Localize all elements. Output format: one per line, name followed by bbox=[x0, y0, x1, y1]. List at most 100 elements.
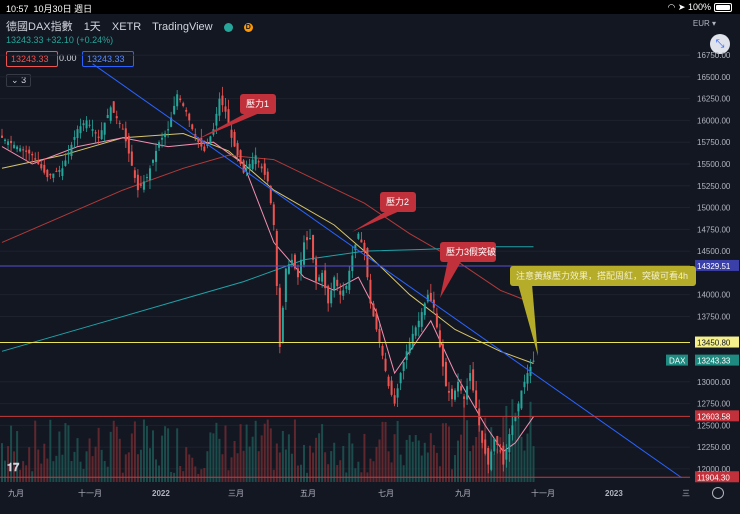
candle-body bbox=[472, 369, 475, 391]
volume-bar bbox=[233, 440, 236, 482]
candle-body bbox=[133, 170, 136, 178]
battery-percent: 100% bbox=[687, 2, 711, 12]
y-axis-tick: 12000.00 bbox=[697, 465, 731, 474]
candle-body bbox=[158, 142, 161, 148]
candle-body bbox=[43, 164, 46, 173]
candle-body bbox=[31, 153, 34, 156]
candle-body bbox=[152, 159, 154, 163]
annotation-text: 注意黃線壓力效果，搭配周紅，突破可看4h bbox=[516, 270, 688, 281]
candle-body bbox=[191, 124, 194, 130]
candle-body bbox=[221, 95, 224, 106]
candle-body bbox=[70, 144, 73, 156]
candle-body bbox=[52, 173, 55, 178]
candle-body bbox=[25, 150, 28, 152]
volume-bar bbox=[19, 469, 22, 482]
volume-bar bbox=[142, 419, 145, 482]
candle-body bbox=[197, 137, 200, 143]
indicators-toggle[interactable]: ⌄ 3 bbox=[6, 74, 32, 87]
volume-bar bbox=[46, 458, 49, 482]
volume-bar bbox=[245, 424, 248, 482]
volume-bar bbox=[260, 435, 263, 482]
candle-body bbox=[366, 247, 369, 278]
candle-body bbox=[22, 149, 25, 151]
candle-body bbox=[4, 139, 7, 141]
volume-bar bbox=[130, 433, 133, 482]
volume-bar bbox=[309, 445, 312, 482]
settings-icon[interactable] bbox=[712, 487, 724, 499]
candle-body bbox=[34, 158, 37, 160]
candle-body bbox=[351, 255, 354, 272]
candle-body bbox=[124, 128, 127, 142]
volume-bar bbox=[164, 426, 167, 482]
interval-label[interactable]: 1天 bbox=[83, 21, 101, 33]
candle-body bbox=[188, 113, 191, 121]
y-axis-tick: 14000.00 bbox=[697, 291, 731, 300]
candle-body bbox=[296, 268, 299, 278]
candle-body bbox=[290, 259, 293, 264]
volume-bar bbox=[251, 436, 254, 482]
candle-body bbox=[79, 126, 82, 134]
candle-body bbox=[281, 307, 284, 343]
candle-body bbox=[399, 373, 402, 384]
tradingview-logo-icon: 𝟏𝟕 bbox=[7, 462, 20, 474]
candle-body bbox=[145, 177, 148, 179]
candle-body bbox=[324, 270, 327, 289]
sell-button[interactable]: 13243.33 bbox=[6, 51, 58, 67]
y-axis-tick: 14500.00 bbox=[697, 247, 731, 256]
volume-bar bbox=[197, 473, 200, 482]
currency-selector[interactable]: EUR ▾ bbox=[692, 19, 716, 28]
volume-bar bbox=[281, 430, 284, 482]
volume-bar bbox=[460, 434, 463, 482]
buy-button[interactable]: 13243.33 bbox=[82, 51, 134, 67]
candle-body bbox=[387, 376, 390, 387]
candle-body bbox=[293, 254, 296, 269]
status-time: 10:57 bbox=[6, 4, 29, 14]
chart-header[interactable]: 德國DAX指數 1天 XETR TradingView D bbox=[6, 18, 261, 34]
candle-body bbox=[372, 303, 375, 317]
candle-body bbox=[7, 141, 10, 145]
candle-body bbox=[312, 234, 315, 260]
volume-bar bbox=[290, 453, 293, 482]
candle-body bbox=[490, 451, 493, 470]
y-axis-tick: 13000.00 bbox=[697, 378, 731, 387]
volume-bar bbox=[526, 433, 529, 482]
candle-body bbox=[457, 381, 460, 392]
x-axis-tick: 三 bbox=[682, 489, 690, 498]
volume-bar bbox=[499, 437, 502, 482]
last-price-value-bg bbox=[695, 354, 739, 366]
horizontal-level-label: 14329.51 bbox=[697, 262, 731, 271]
volume-bar bbox=[28, 447, 31, 482]
candle-body bbox=[16, 146, 19, 150]
volume-bar bbox=[417, 440, 420, 482]
exchange-label: XETR bbox=[111, 21, 142, 33]
volume-bar bbox=[420, 455, 423, 482]
candle-body bbox=[532, 360, 535, 362]
candle-body bbox=[429, 292, 432, 302]
symbol-name[interactable]: 德國DAX指數 bbox=[6, 21, 73, 33]
platform-label: TradingView bbox=[152, 21, 213, 33]
wifi-icon: ◠ bbox=[667, 2, 676, 12]
volume-bar bbox=[43, 443, 46, 482]
candle-body bbox=[438, 330, 441, 347]
candle-body bbox=[10, 140, 13, 144]
y-axis-tick: 14750.00 bbox=[697, 225, 731, 234]
candle-body bbox=[330, 290, 333, 304]
volume-bar bbox=[457, 440, 460, 482]
volume-bar bbox=[133, 421, 136, 482]
volume-bar bbox=[399, 454, 402, 482]
auto-scale-icon[interactable]: ⤡ bbox=[710, 34, 730, 54]
volume-bar bbox=[106, 466, 109, 482]
candle-body bbox=[167, 129, 170, 131]
volume-bar bbox=[200, 469, 203, 482]
volume-bar bbox=[414, 435, 417, 482]
volume-bar bbox=[475, 437, 478, 482]
candle-body bbox=[435, 313, 438, 328]
candle-body bbox=[139, 184, 142, 186]
status-right: ◠ ➤ 100% bbox=[668, 2, 732, 13]
quote-price: 13243.33 bbox=[6, 35, 44, 45]
candle-body bbox=[321, 272, 324, 282]
currency-label: EUR bbox=[692, 19, 710, 28]
candle-body bbox=[327, 285, 330, 304]
horizontal-level-label-bg bbox=[695, 259, 739, 271]
